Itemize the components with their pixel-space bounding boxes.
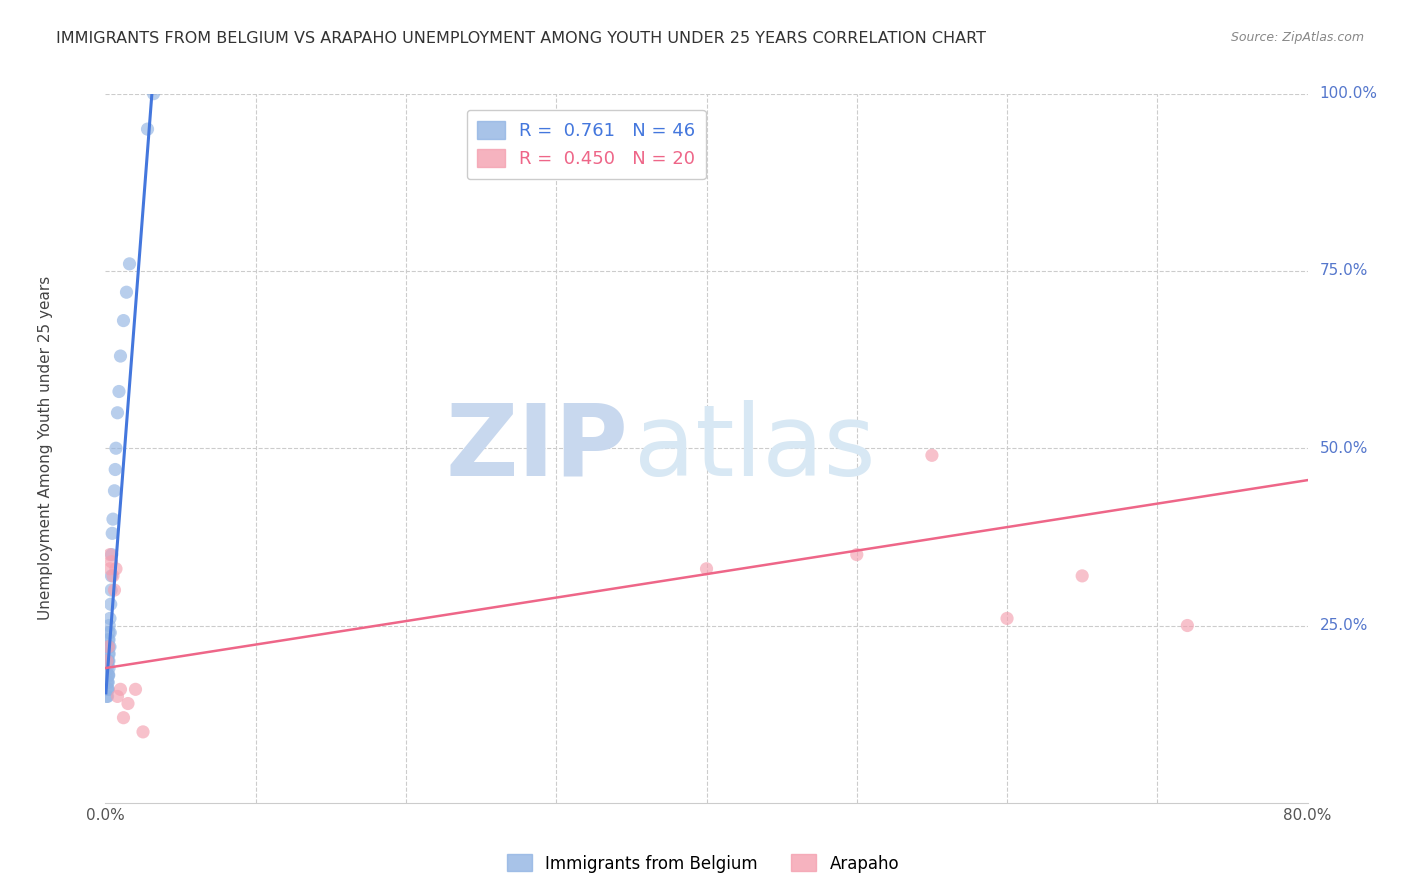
Text: IMMIGRANTS FROM BELGIUM VS ARAPAHO UNEMPLOYMENT AMONG YOUTH UNDER 25 YEARS CORRE: IMMIGRANTS FROM BELGIUM VS ARAPAHO UNEMP… <box>56 31 986 46</box>
Point <box>136 122 159 136</box>
Point <box>98 562 121 576</box>
Point <box>124 682 146 697</box>
Point <box>117 697 139 711</box>
Point <box>100 555 122 569</box>
Point <box>115 285 138 300</box>
Point <box>97 640 120 654</box>
Text: atlas: atlas <box>634 400 876 497</box>
Point <box>97 668 120 682</box>
Point <box>97 654 120 668</box>
Legend: Immigrants from Belgium, Arapaho: Immigrants from Belgium, Arapaho <box>501 847 905 880</box>
Point <box>103 483 125 498</box>
Point <box>98 661 121 675</box>
Point <box>101 569 124 583</box>
Point <box>97 675 120 690</box>
Point <box>845 548 868 562</box>
Point <box>97 640 120 654</box>
Point <box>97 682 120 697</box>
Point <box>108 384 131 399</box>
Text: 50.0%: 50.0% <box>1320 441 1368 456</box>
Point <box>1071 569 1094 583</box>
Point <box>101 512 124 526</box>
Point <box>96 668 118 682</box>
Point <box>995 611 1018 625</box>
Point <box>96 661 118 675</box>
Point <box>100 597 122 611</box>
Point <box>103 583 125 598</box>
Text: Unemployment Among Youth under 25 years: Unemployment Among Youth under 25 years <box>38 277 53 620</box>
Point <box>110 682 132 697</box>
Point <box>142 87 165 101</box>
Point <box>98 618 121 632</box>
Point <box>104 442 127 455</box>
Point <box>118 257 141 271</box>
Point <box>98 548 121 562</box>
Point <box>97 675 120 690</box>
Point <box>97 668 120 682</box>
Point <box>921 448 943 462</box>
Text: 25.0%: 25.0% <box>1320 618 1368 633</box>
Point <box>97 668 120 682</box>
Point <box>97 640 120 654</box>
Point <box>96 654 118 668</box>
Point <box>104 562 127 576</box>
Point <box>98 625 121 640</box>
Point <box>97 632 120 647</box>
Point <box>96 690 118 704</box>
Point <box>97 625 120 640</box>
Point <box>696 562 718 576</box>
Point <box>97 654 120 668</box>
Text: ZIP: ZIP <box>446 400 628 497</box>
Point <box>110 349 132 363</box>
Point <box>96 682 118 697</box>
Point <box>97 654 120 668</box>
Point <box>132 724 155 739</box>
Point <box>104 462 127 476</box>
Point <box>96 654 118 668</box>
Point <box>98 640 121 654</box>
Point <box>100 583 122 598</box>
Point <box>100 548 122 562</box>
Point <box>101 526 124 541</box>
Point <box>1175 618 1198 632</box>
Point <box>112 313 135 327</box>
Point <box>98 647 121 661</box>
Text: 75.0%: 75.0% <box>1320 263 1368 278</box>
Point <box>96 690 118 704</box>
Point <box>97 647 120 661</box>
Point <box>107 406 129 420</box>
Point <box>98 632 121 647</box>
Point <box>100 569 122 583</box>
Point <box>98 611 121 625</box>
Point <box>112 711 135 725</box>
Text: 100.0%: 100.0% <box>1320 87 1378 101</box>
Point <box>107 690 129 704</box>
Text: Source: ZipAtlas.com: Source: ZipAtlas.com <box>1230 31 1364 45</box>
Point <box>97 682 120 697</box>
Legend: R =  0.761   N = 46, R =  0.450   N = 20: R = 0.761 N = 46, R = 0.450 N = 20 <box>467 110 706 179</box>
Point <box>96 675 118 690</box>
